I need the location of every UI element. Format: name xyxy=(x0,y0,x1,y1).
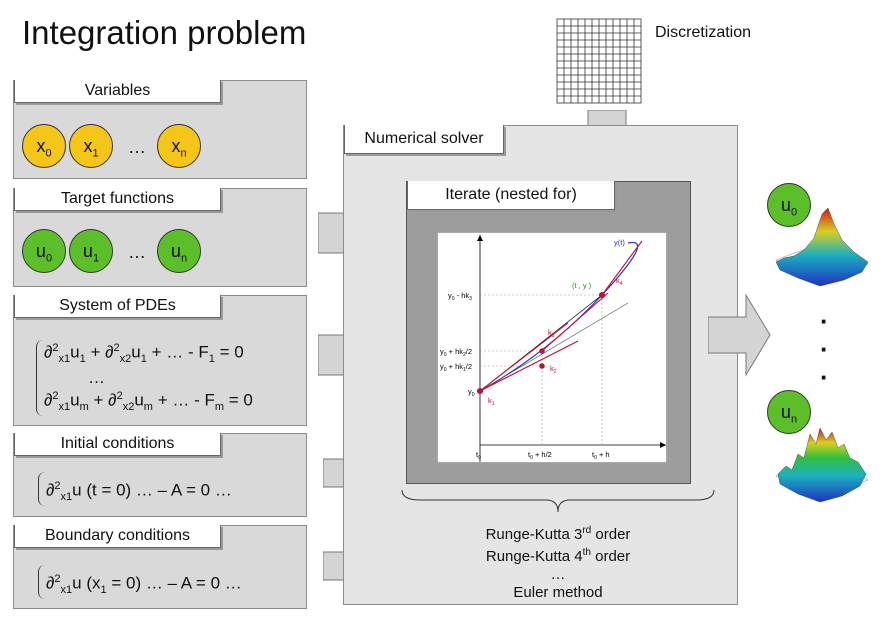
iterate-header: Iterate (nested for) xyxy=(407,181,615,210)
plot-label-t0: t0 xyxy=(476,450,481,461)
boundary-conditions-header: Boundary conditions xyxy=(14,525,221,548)
pde-ellipsis: … xyxy=(88,368,105,387)
output-u0: u0 xyxy=(767,183,811,227)
initial-condition-equation: ∂2x1u (t = 0) … – A = 0 … xyxy=(46,480,232,504)
plot-label-t1y1: (t , y ) xyxy=(572,281,592,290)
plot-label-k4: k4 xyxy=(616,276,623,287)
pde-equation-1: ∂2x1u1 + ∂2x2u1 + … - F1 = 0 xyxy=(44,342,244,366)
plot-label-y0hk1: y0 + hk1/2 xyxy=(440,362,472,373)
variables-header: Variables xyxy=(14,80,221,103)
plot-label-k2: k2 xyxy=(550,364,557,375)
variables-ellipsis: … xyxy=(128,137,146,157)
un-surface-plot-icon xyxy=(775,427,869,503)
variable-xn: xn xyxy=(157,124,201,168)
runge-kutta-plot: y(t) (t , y ) t0 t0 + h/2 t0 + h y0 y0 +… xyxy=(437,232,667,463)
method-ellipsis: … xyxy=(550,566,566,583)
pde-equation-m: ∂2x1um + ∂2x2um + … - Fm = 0 xyxy=(44,390,253,414)
numerical-solver-header: Numerical solver xyxy=(344,125,504,154)
variable-x0: x0 xyxy=(22,124,66,168)
plot-label-k3: k3 xyxy=(548,328,555,339)
output-dot: · xyxy=(820,306,829,336)
output-arrow-icon xyxy=(708,293,771,377)
function-un: un xyxy=(157,229,201,273)
method-rk3: Runge-Kutta 3rd order xyxy=(485,525,631,543)
output-un: un xyxy=(767,390,811,434)
runge-kutta-diagram: y(t) (t , y ) t0 t0 + h/2 t0 + h y0 y0 +… xyxy=(440,235,666,462)
method-rk4: Runge-Kutta 4th order xyxy=(485,547,631,565)
methods-brace-icon xyxy=(401,489,715,513)
plot-label-y0hk3: y0 - hk3 xyxy=(448,291,472,302)
variable-x1: x1 xyxy=(69,124,113,168)
discretization-grid-icon xyxy=(556,18,642,104)
pdes-brace xyxy=(36,340,43,416)
discretization-label: Discretization xyxy=(655,24,752,41)
function-u0: u0 xyxy=(22,229,66,273)
initial-conditions-header: Initial conditions xyxy=(14,433,221,456)
output-dot: · xyxy=(820,334,829,364)
function-u1: u1 xyxy=(69,229,113,273)
pdes-header: System of PDEs xyxy=(14,295,221,318)
boundary-condition-equation: ∂2x1u (x1 = 0) … – A = 0 … xyxy=(46,573,242,597)
plot-label-t0h: t0 + h xyxy=(592,450,610,461)
target-functions-header: Target functions xyxy=(14,188,221,211)
method-euler: Euler method xyxy=(513,584,603,601)
boundary-brace xyxy=(38,565,45,599)
u0-surface-plot-icon xyxy=(775,207,869,287)
methods-list: Runge-Kutta 3rd order Runge-Kutta 4th or… xyxy=(458,522,658,602)
functions-ellipsis: … xyxy=(128,242,146,262)
plot-label-k1: k1 xyxy=(488,396,495,407)
output-dot: · xyxy=(820,362,829,392)
plot-label-y0: y0 xyxy=(468,387,475,398)
page-title: Integration problem xyxy=(22,14,307,51)
plot-label-t0h2: t0 + h/2 xyxy=(528,450,552,461)
initial-brace xyxy=(38,472,45,506)
plot-label-yt: y(t) xyxy=(614,238,625,247)
plot-label-y0hk2: y0 + hk2/2 xyxy=(440,347,472,358)
